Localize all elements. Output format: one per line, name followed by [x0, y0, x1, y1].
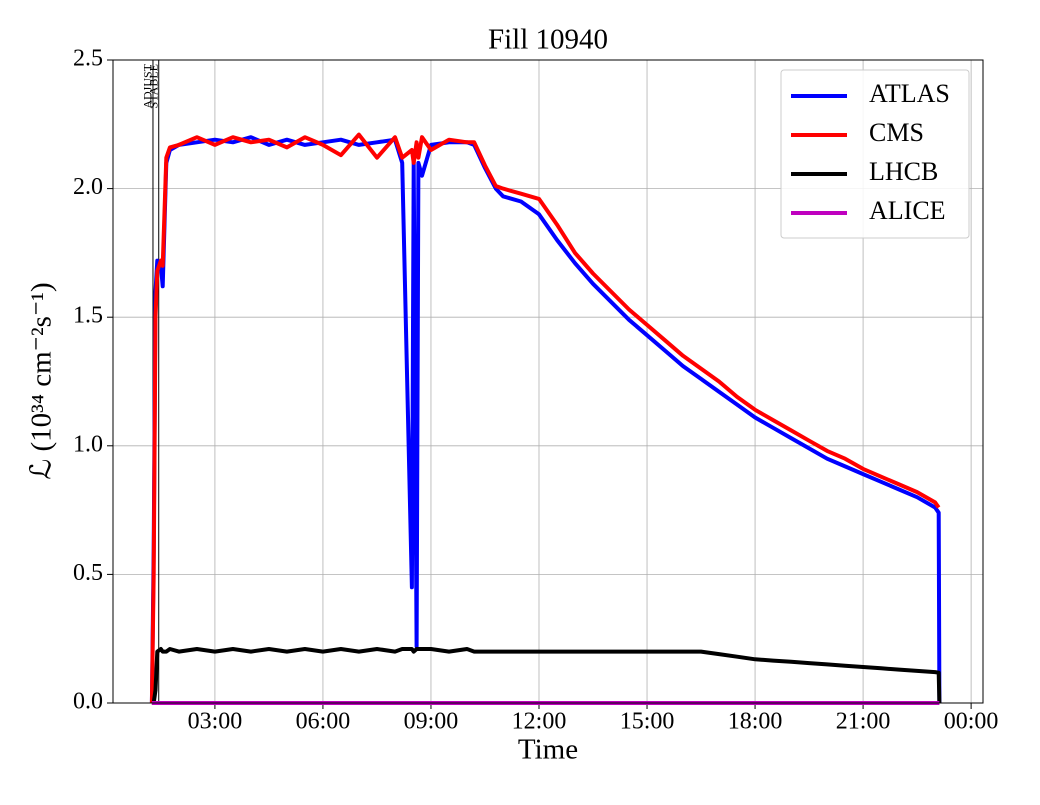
x-tick-label: 18:00 [728, 709, 783, 735]
chart-title: Fill 10940 [488, 24, 608, 56]
y-axis-label: ℒ (10³⁴ cm⁻²s⁻¹) [26, 282, 58, 479]
legend-box [780, 69, 970, 239]
x-tick-label: 09:00 [404, 709, 459, 735]
legend-label: LHCB [869, 157, 938, 186]
legend-label: CMS [869, 118, 924, 147]
x-tick-label: 00:00 [944, 709, 999, 735]
series-line [149, 132, 941, 704]
series-line [151, 647, 942, 705]
y-tick-label: 1.5 [73, 303, 103, 329]
x-tick-label: 06:00 [296, 709, 351, 735]
y-tick-label: 1.0 [73, 431, 103, 457]
legend-label: ATLAS [869, 79, 950, 108]
y-tick-label: 2.0 [73, 174, 103, 200]
x-tick-label: 03:00 [188, 709, 243, 735]
annotation-label: STABLE [146, 64, 160, 108]
legend-label: ALICE [869, 196, 946, 225]
y-tick-label: 2.5 [73, 46, 103, 72]
y-tick-label: 0.0 [73, 689, 103, 715]
x-tick-label: 15:00 [620, 709, 675, 735]
plot-frame [112, 59, 984, 704]
y-tick-label: 0.5 [73, 560, 103, 586]
x-axis-label: Time [518, 734, 578, 766]
x-tick-label: 12:00 [512, 709, 567, 735]
x-tick-label: 21:00 [836, 709, 891, 735]
annotation-label: ADJUST [141, 63, 155, 108]
